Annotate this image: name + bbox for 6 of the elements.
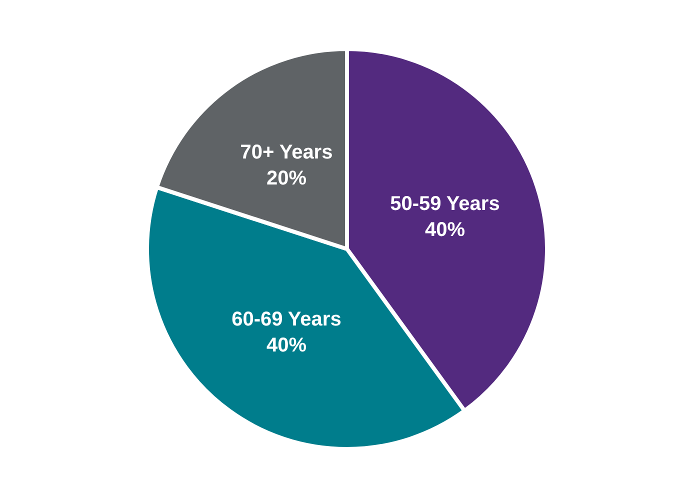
- data-label: 20%: [266, 168, 307, 190]
- slice-label: 50-59 Years: [390, 193, 500, 216]
- slice-label: 70+ Years: [240, 142, 333, 164]
- data-label: 40%: [424, 219, 466, 242]
- slice-label: 60-69 Years: [232, 308, 342, 330]
- data-label: 40%: [266, 334, 307, 356]
